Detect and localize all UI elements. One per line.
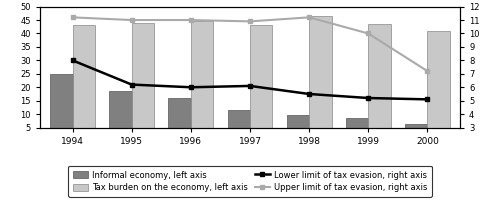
Bar (346, 118, 368, 128)
Bar (286, 116, 309, 128)
Bar (168, 98, 191, 128)
Bar (228, 110, 250, 128)
Bar (191, 21, 214, 128)
Bar (132, 23, 154, 128)
Bar (428, 31, 450, 128)
Legend: Informal economy, left axis, Tax burden on the economy, left axis, Lower limit o: Informal economy, left axis, Tax burden … (68, 166, 432, 197)
Bar (72, 26, 95, 128)
Bar (109, 91, 132, 128)
Bar (50, 74, 72, 128)
Bar (368, 24, 391, 128)
Bar (250, 26, 272, 128)
Bar (309, 16, 332, 128)
Bar (405, 124, 427, 128)
